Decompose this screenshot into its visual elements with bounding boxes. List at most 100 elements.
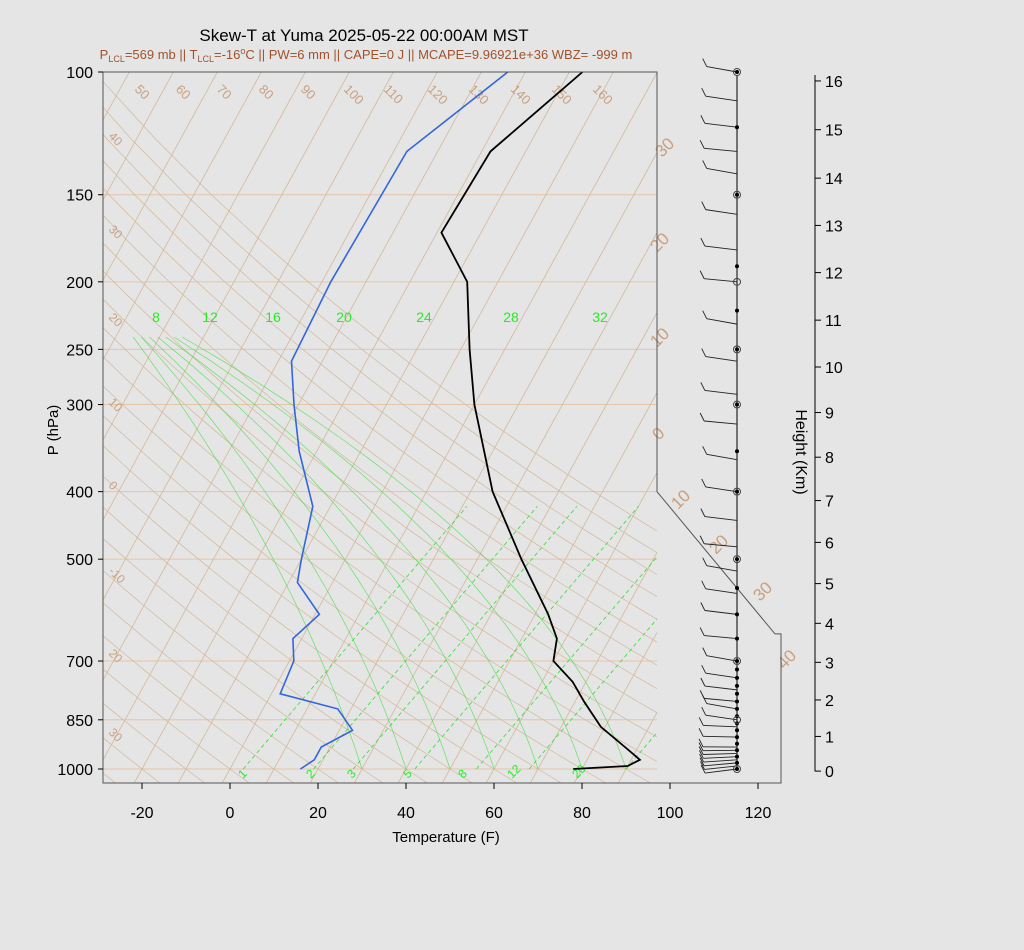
height-tick-label: 13 bbox=[825, 218, 843, 235]
wind-barb bbox=[704, 765, 738, 770]
wind-barb bbox=[704, 516, 738, 521]
height-tick-label: 6 bbox=[825, 535, 834, 552]
wind-barb bbox=[704, 635, 738, 640]
isotherm-label: 70 bbox=[214, 82, 235, 103]
height-marker bbox=[735, 767, 739, 771]
pressure-tick-label: 250 bbox=[66, 342, 93, 359]
height-tick-label: 14 bbox=[825, 171, 843, 188]
isotherm-line bbox=[103, 72, 306, 441]
isotherm-line bbox=[706, 40, 1024, 784]
height-marker bbox=[735, 402, 739, 407]
isotherm-line bbox=[103, 72, 438, 681]
subtitle-tlcl-sub: LCL bbox=[197, 54, 214, 64]
height-marker bbox=[735, 667, 739, 672]
height-tick-label: 11 bbox=[825, 313, 842, 330]
temperature-tick-label: 40 bbox=[397, 805, 415, 822]
wind-barb-feather bbox=[699, 757, 705, 766]
isotherm-line bbox=[882, 40, 1024, 784]
temperature-tick-label: 80 bbox=[573, 805, 591, 822]
wind-barb bbox=[705, 486, 738, 493]
wind-barb bbox=[705, 209, 738, 215]
height-marker bbox=[735, 612, 739, 617]
wind-barbs bbox=[698, 58, 741, 774]
height-marker-hollow bbox=[733, 555, 741, 564]
temperature-tick-label: 100 bbox=[657, 805, 684, 822]
dry-adiabat bbox=[103, 214, 657, 643]
dry-adiabat bbox=[103, 602, 339, 783]
isotherm-line bbox=[970, 40, 1024, 784]
isotherm-line bbox=[617, 711, 657, 783]
height-tick-label: 4 bbox=[825, 616, 834, 633]
isotherm-line bbox=[838, 40, 1024, 784]
plot-area bbox=[103, 72, 657, 783]
isotherm-line bbox=[103, 72, 218, 281]
wind-barb bbox=[704, 768, 738, 774]
temperature-tick-label: 0 bbox=[226, 805, 235, 822]
wind-barb-feather bbox=[699, 627, 705, 636]
wind-barb-feather bbox=[698, 750, 704, 759]
dry-adiabat bbox=[103, 475, 518, 783]
wind-barb bbox=[703, 759, 738, 763]
wind-barb bbox=[703, 724, 738, 728]
height-tick-label: 5 bbox=[825, 577, 834, 594]
height-tick-label: 8 bbox=[825, 450, 834, 467]
isotherm-line bbox=[662, 40, 1024, 784]
height-tick-label: 1 bbox=[825, 729, 834, 746]
moist-adiabat bbox=[165, 336, 539, 770]
theta-e-label: 32 bbox=[592, 309, 608, 325]
wind-barb-feather bbox=[701, 478, 707, 488]
height-marker-hollow bbox=[733, 190, 741, 199]
wind-barb-feather bbox=[700, 382, 706, 391]
dry-adiabat bbox=[103, 569, 384, 783]
wind-barb bbox=[706, 655, 738, 662]
height-tick-label: 10 bbox=[825, 360, 843, 377]
wind-barb bbox=[704, 543, 738, 548]
isotherm-label: 120 bbox=[425, 82, 451, 108]
height-tick-label: 12 bbox=[825, 266, 843, 283]
isotherm-label-right: 30 bbox=[651, 134, 678, 161]
height-marker bbox=[735, 735, 739, 740]
dry-adiabat bbox=[103, 506, 473, 783]
height-axis-label: Height (Km) bbox=[792, 409, 809, 494]
isotherm-line bbox=[441, 391, 657, 783]
isotherm-label-right: 10 bbox=[646, 324, 673, 351]
height-marker bbox=[735, 699, 739, 704]
height-marker bbox=[735, 264, 739, 269]
dry-adiabat bbox=[103, 635, 295, 783]
height-tick-label: 16 bbox=[825, 74, 843, 91]
wind-barb bbox=[706, 453, 738, 461]
wind-barb bbox=[705, 714, 738, 721]
wind-barb bbox=[704, 147, 738, 152]
height-tick-label: 2 bbox=[825, 693, 834, 710]
subtitle-plcl-prefix: P bbox=[100, 47, 109, 62]
isotherm-line bbox=[103, 72, 262, 361]
wind-barb bbox=[705, 356, 738, 362]
wind-barb bbox=[703, 762, 738, 767]
dry-adiabat bbox=[103, 385, 652, 783]
dry-adiabat bbox=[103, 298, 657, 714]
dry-adiabat bbox=[103, 445, 562, 783]
subtitle-plcl-value: =569 mb || T bbox=[125, 47, 198, 62]
isotherm-line bbox=[309, 151, 657, 783]
wind-barb bbox=[704, 697, 738, 702]
theta-e-label: 20 bbox=[336, 309, 352, 325]
wind-barb-feather bbox=[702, 310, 708, 319]
isotherm-line bbox=[265, 72, 657, 783]
subtitle-tlcl-value: =-16 bbox=[214, 47, 240, 62]
isotherm-label-left: 40 bbox=[106, 129, 126, 149]
wind-barb-feather bbox=[701, 665, 707, 674]
isotherm-line bbox=[750, 40, 1024, 784]
frame-layer bbox=[102, 71, 782, 784]
dry-adiabat bbox=[0, 72, 27, 784]
isotherm-label: 80 bbox=[256, 82, 277, 103]
isotherm-label-right: 0 bbox=[648, 424, 668, 444]
height-marker bbox=[735, 586, 739, 591]
wind-barb-feather bbox=[699, 140, 705, 149]
isotherm-label-left: 20 bbox=[106, 646, 126, 666]
dry-adiabat bbox=[103, 133, 657, 576]
isotherm-label: 140 bbox=[508, 82, 534, 108]
wind-barb bbox=[703, 753, 738, 755]
wind-barb bbox=[705, 588, 738, 594]
wind-barb-feather bbox=[698, 717, 704, 726]
pressure-tick-label: 850 bbox=[66, 713, 93, 730]
